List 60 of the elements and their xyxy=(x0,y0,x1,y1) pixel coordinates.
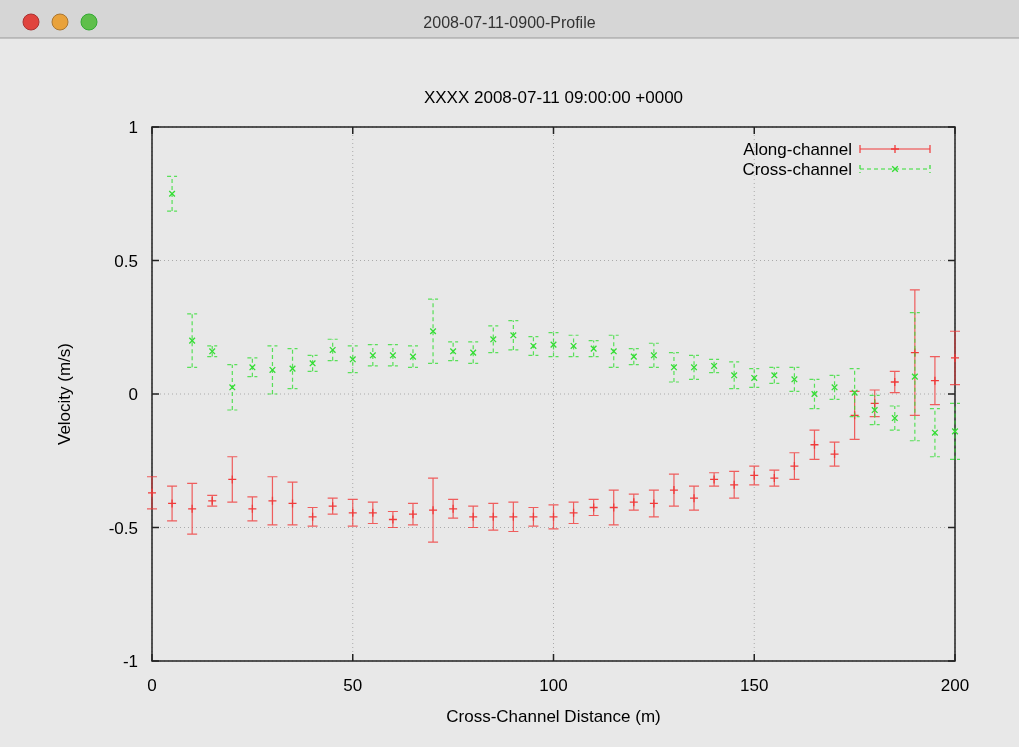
point xyxy=(931,429,939,437)
point xyxy=(289,365,296,373)
point xyxy=(689,493,699,503)
point xyxy=(529,342,537,350)
point xyxy=(428,505,438,515)
x-axis-title: Cross-Channel Distance (m) xyxy=(446,707,661,726)
point xyxy=(951,427,959,435)
point xyxy=(950,353,960,363)
x-tick-label: 100 xyxy=(539,676,568,695)
point xyxy=(831,383,839,391)
y-axis-title: Velocity (m/s) xyxy=(55,342,74,446)
point xyxy=(167,498,177,509)
x-tick-label: 50 xyxy=(343,676,363,695)
point xyxy=(649,498,659,509)
point xyxy=(429,327,437,335)
point xyxy=(650,351,658,359)
point xyxy=(570,342,578,350)
point xyxy=(268,366,276,374)
point xyxy=(188,337,196,345)
point xyxy=(389,351,397,359)
point xyxy=(168,190,176,198)
point xyxy=(670,363,678,371)
y-tick-label: -1 xyxy=(122,652,138,671)
point xyxy=(690,363,698,371)
point xyxy=(147,488,157,498)
y-tick-label: 0 xyxy=(128,385,138,404)
point xyxy=(329,346,337,354)
point xyxy=(891,414,899,422)
x-tick-label: 200 xyxy=(940,676,970,695)
point xyxy=(871,406,879,414)
point xyxy=(448,504,458,514)
legend-key: Cross-channel xyxy=(742,160,931,179)
y-tick-label: 1 xyxy=(128,118,138,137)
point xyxy=(550,341,557,349)
y-tick-label: -0.5 xyxy=(108,518,138,538)
legend-label: Cross-channel xyxy=(742,160,852,179)
point xyxy=(789,461,800,471)
point xyxy=(248,363,256,371)
point xyxy=(469,349,477,357)
point xyxy=(829,449,840,459)
point xyxy=(408,509,418,519)
point xyxy=(509,331,517,339)
point xyxy=(750,374,758,382)
point xyxy=(730,371,738,379)
chart-title: XXXX 2008-07-11 09:00:00 +0000 xyxy=(423,88,684,107)
point xyxy=(790,375,798,383)
legend-key: Along-channel xyxy=(743,140,931,159)
point xyxy=(930,376,940,386)
point xyxy=(369,351,377,359)
text: 2008-07-11-0900-Profile xyxy=(423,14,596,31)
point xyxy=(890,377,900,387)
x-tick-label: 0 xyxy=(147,676,157,695)
point xyxy=(811,390,818,398)
legend-label: Along-channel xyxy=(743,140,852,159)
y-tick-label: 0.5 xyxy=(114,251,138,271)
point xyxy=(911,373,919,381)
x-tick-label: 150 xyxy=(740,676,769,695)
point xyxy=(449,347,457,355)
point xyxy=(669,485,679,495)
point xyxy=(409,353,417,361)
